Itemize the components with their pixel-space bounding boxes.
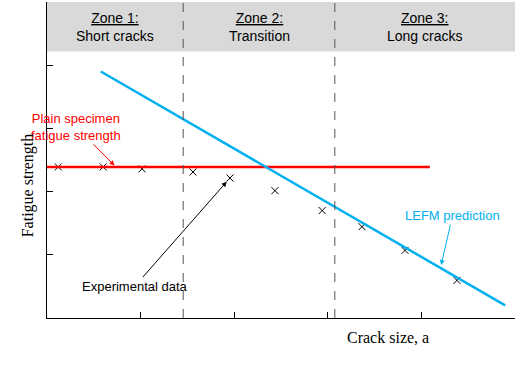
svg-text:Plain specimenfatigue strength: Plain specimenfatigue strength [31,111,121,143]
svg-text:Zone 3:Long cracks: Zone 3:Long cracks [387,10,462,44]
svg-text:Fatigue strength: Fatigue strength [19,134,37,238]
svg-text:LEFM prediction: LEFM prediction [405,208,500,223]
svg-text:Experimental data: Experimental data [82,279,188,294]
svg-text:Crack size, a: Crack size, a [347,329,429,346]
svg-text:Zone 2:Transition: Zone 2:Transition [229,10,290,44]
svg-text:Zone 1:Short cracks: Zone 1:Short cracks [76,10,154,44]
